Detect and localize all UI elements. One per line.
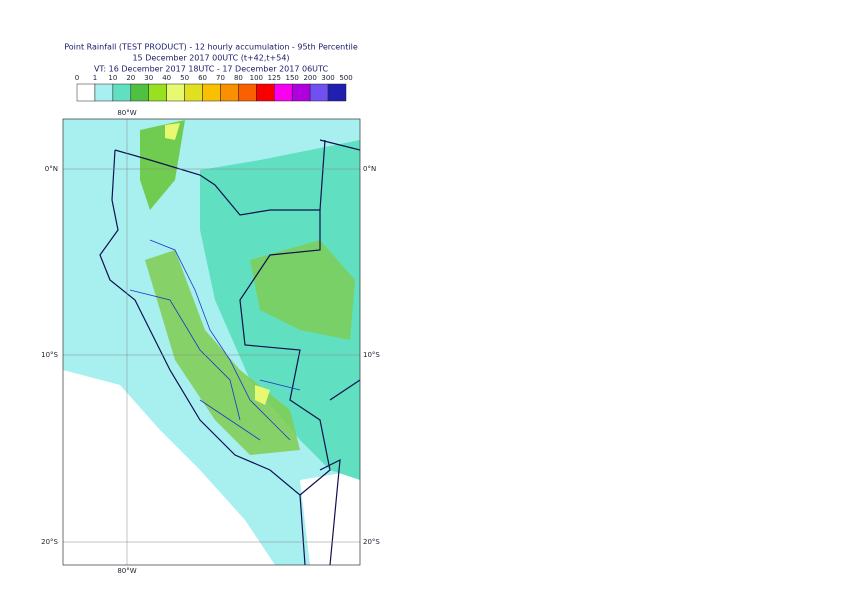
graticule [63, 119, 360, 565]
coastline [99, 139, 360, 565]
legend-swatch [274, 83, 293, 102]
legend-swatch [112, 83, 132, 102]
legend-label: 100 [250, 74, 263, 82]
legend-swatch [220, 83, 239, 102]
rain-area [165, 123, 180, 140]
legend-swatch [76, 83, 96, 102]
legend-label: 300 [321, 74, 334, 82]
lat-label: 0°N [45, 165, 58, 173]
map-frame [62, 118, 361, 566]
legend-swatch [148, 83, 167, 102]
lat-label: 0°N [363, 165, 376, 173]
lat-label: 20°S [363, 538, 380, 546]
legend-swatch [238, 83, 257, 102]
legend-swatch [327, 83, 347, 102]
rain-area [140, 120, 185, 210]
lat-label: 10°S [41, 351, 58, 359]
legend-label: 30 [144, 74, 153, 82]
lat-label: 10°S [363, 351, 380, 359]
legend-label: 40 [162, 74, 171, 82]
lon-label: 80°W [117, 109, 136, 117]
rain-area [250, 240, 355, 340]
legend-swatch [309, 83, 329, 102]
valid-time: VT: 16 December 2017 18UTC - 17 December… [94, 65, 328, 74]
legend-label: 125 [268, 74, 281, 82]
legend-label: 80 [234, 74, 243, 82]
rain-area [145, 250, 300, 455]
legend-label: 20 [126, 74, 135, 82]
legend-label: 200 [303, 74, 316, 82]
legend-label: 70 [216, 74, 225, 82]
legend-swatch [184, 83, 203, 102]
lat-label: 20°S [41, 538, 58, 546]
legend-swatch [130, 83, 149, 102]
dry-ocean [63, 370, 275, 565]
legend-label: 50 [180, 74, 189, 82]
legend-label: 150 [286, 74, 299, 82]
legend-swatch [94, 83, 114, 102]
map-area [63, 119, 360, 565]
legend: 0 1 10 20 30 40 50 60 70 80 100 125 150 200 300 500 [75, 74, 353, 102]
legend-label: 500 [339, 74, 352, 82]
legend-label: 0 [75, 74, 79, 82]
admin-borders [129, 239, 301, 441]
base-time: 15 December 2017 00UTC (t+42,t+54) [132, 54, 289, 63]
legend-swatch [256, 83, 275, 102]
legend-swatch [202, 83, 221, 102]
legend-swatch [166, 83, 185, 102]
legend-label: 1 [93, 74, 97, 82]
title: Point Rainfall (TEST PRODUCT) - 12 hourl… [64, 43, 358, 52]
legend-swatch [291, 83, 311, 102]
legend-label: 60 [198, 74, 207, 82]
dry-land [300, 470, 360, 565]
legend-label: 10 [108, 74, 117, 82]
lon-label: 80°W [117, 567, 136, 575]
rain-area [255, 385, 270, 405]
